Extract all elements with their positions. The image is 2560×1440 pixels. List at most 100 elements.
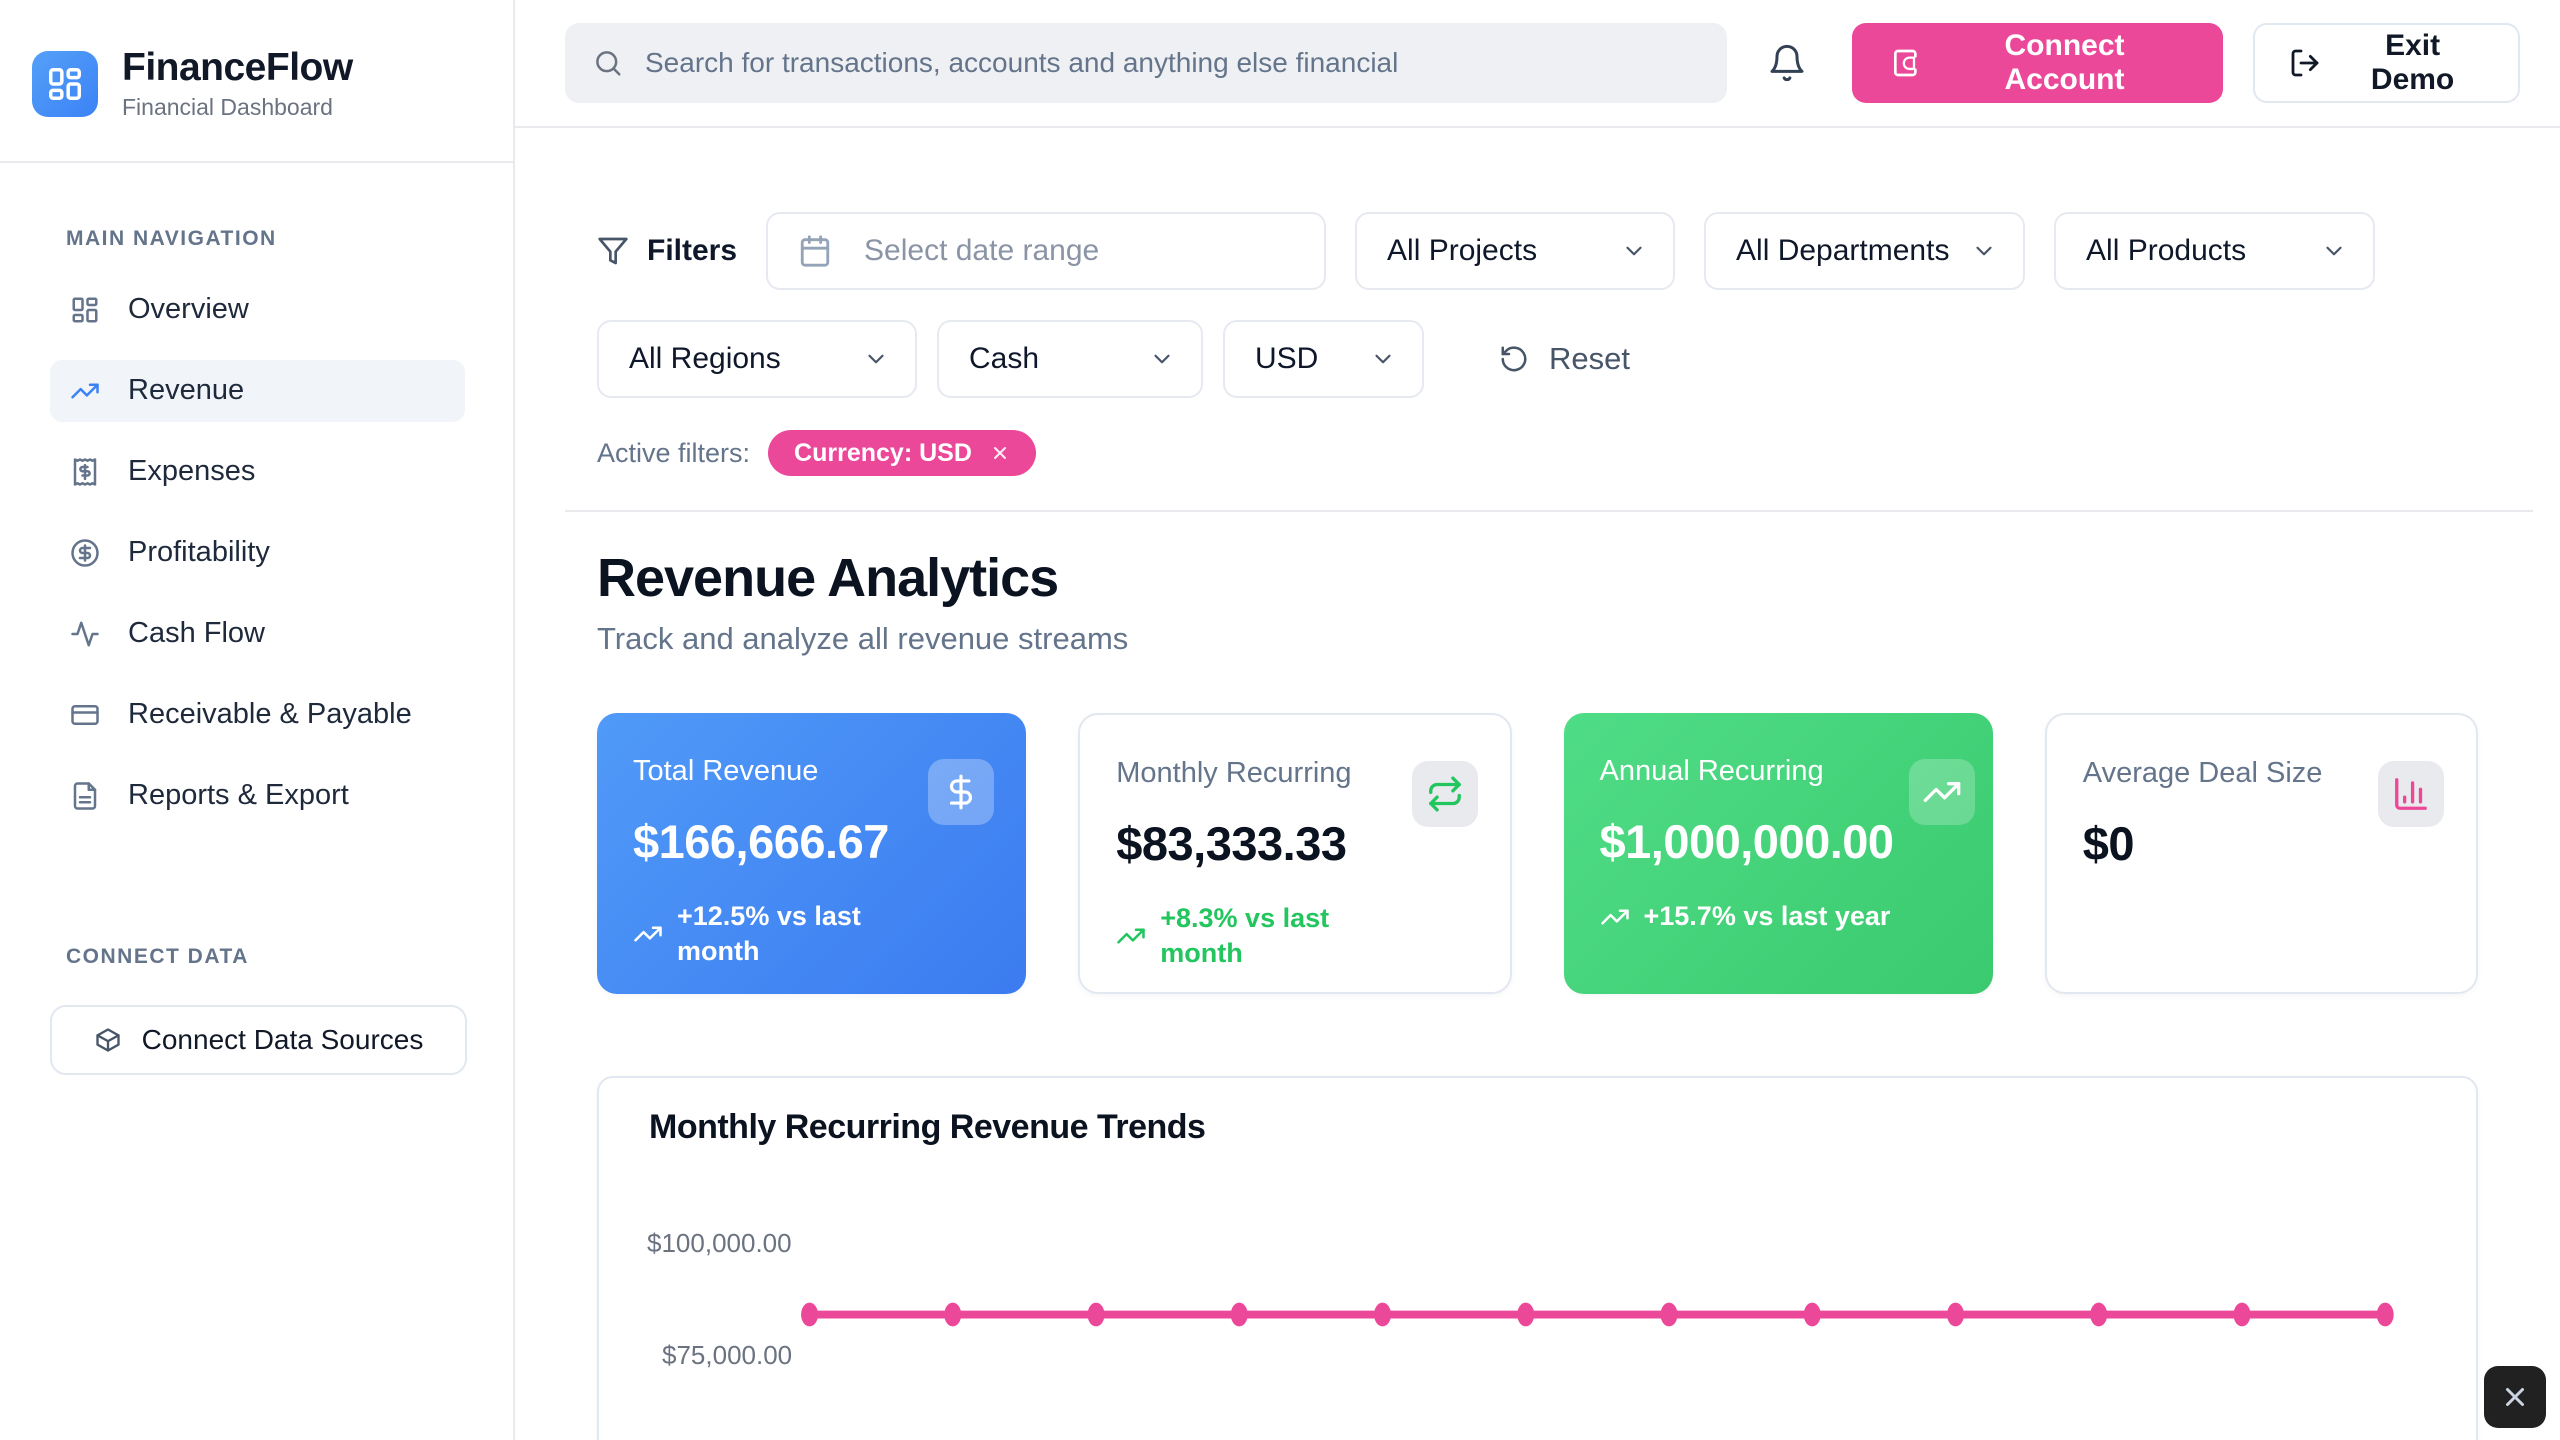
connect-data-sources-button[interactable]: Connect Data Sources (50, 1004, 467, 1075)
card-value: $83,333.33 (1116, 817, 1347, 870)
chevron-down-icon (2321, 238, 2347, 264)
products-dropdown[interactable]: All Products (2054, 212, 2376, 290)
card-label: Monthly Recurring (1116, 757, 1352, 789)
chevron-down-icon (863, 346, 889, 372)
sidebar-item-overview[interactable]: Overview (50, 279, 465, 341)
card-delta: +15.7% vs last year (1600, 899, 1957, 934)
trending-up-icon (1116, 921, 1146, 951)
currency-chip-label: Currency: USD (794, 438, 972, 467)
sidebar-item-reports-export[interactable]: Reports & Export (50, 765, 465, 827)
chevron-down-icon (1971, 238, 1997, 264)
departments-dropdown-value: All Departments (1736, 234, 1950, 267)
calendar-icon (798, 234, 832, 268)
search-input[interactable] (565, 23, 1727, 103)
departments-dropdown[interactable]: All Departments (1704, 212, 2026, 290)
connect-data-sources-label: Connect Data Sources (141, 1023, 424, 1055)
search-icon (593, 48, 623, 78)
package-icon (94, 1026, 122, 1054)
filter-row-1: Filters All Projects All Departments (597, 212, 2533, 290)
topbar: Connect Account Exit Demo (515, 0, 2560, 128)
card-delta: +8.3% vs last month (1116, 901, 1473, 971)
layout-dashboard-icon (70, 295, 100, 325)
trending-up-icon (1600, 902, 1630, 932)
activity-icon (70, 619, 100, 649)
nav-section-title: MAIN NAVIGATION (66, 226, 277, 250)
close-icon (2506, 1388, 2524, 1406)
filters-title: Filters (647, 234, 738, 267)
revenue-analytics-section: Revenue Analytics Track and analyze all … (597, 547, 2478, 1440)
sidebar-item-receivable-payable[interactable]: Receivable & Payable (50, 684, 465, 746)
y-axis-tick: $100,000.00 (647, 1228, 792, 1258)
sidebar-item-revenue[interactable]: Revenue (50, 359, 465, 422)
sidebar-item-expenses[interactable]: Expenses (50, 441, 465, 503)
monthly-recurring-card: Monthly Recurring $83,333.33 +8.3% vs la… (1078, 713, 1512, 994)
credit-card-icon (70, 700, 100, 730)
brand: FinanceFlow Financial Dashboard (0, 0, 513, 163)
currency-dropdown-value: USD (1255, 342, 1319, 375)
page-title: Revenue Analytics (597, 548, 1059, 608)
sidebar-item-label: Revenue (128, 374, 245, 407)
close-icon[interactable] (990, 443, 1010, 463)
projects-dropdown[interactable]: All Projects (1355, 212, 1676, 290)
reset-label: Reset (1549, 341, 1630, 376)
sidebar-item-label: Receivable & Payable (128, 698, 412, 731)
sidebar-nav: Overview Revenue Expenses Profitability … (0, 279, 513, 827)
regions-dropdown[interactable]: All Regions (597, 320, 917, 398)
bar-chart-icon (2378, 761, 2444, 827)
dollar-sign-icon (928, 759, 995, 825)
trending-up-icon (1908, 759, 1975, 825)
mrr-trends-chart-card: Monthly Recurring Revenue Trends $100,00… (597, 1076, 2478, 1440)
overlay-close-button[interactable] (2484, 1366, 2546, 1428)
date-range-field (766, 212, 1327, 290)
connect-data-title: CONNECT DATA (66, 944, 249, 968)
sidebar-item-label: Reports & Export (128, 779, 349, 812)
card-value: $1,000,000.00 (1599, 815, 1895, 868)
total-revenue-card: Total Revenue $166,666.67 +12.5% vs last… (597, 713, 1027, 994)
connect-account-label: Connect Account (2004, 29, 2125, 96)
average-deal-size-card: Average Deal Size $0 (2044, 713, 2478, 994)
active-filters-row: Active filters: Currency: USD (597, 430, 2533, 476)
connect-account-button[interactable]: Connect Account (1851, 23, 2224, 103)
annual-recurring-card: Annual Recurring $1,000,000.00 +15.7% vs… (1563, 713, 1993, 994)
currency-dropdown[interactable]: USD (1223, 320, 1424, 398)
brand-logo-icon (32, 50, 98, 117)
filters-label: Filters (597, 234, 737, 268)
circle-dollar-icon (70, 538, 100, 568)
wallet-icon (1890, 47, 1922, 79)
reset-filters-button[interactable]: Reset (1499, 341, 1630, 377)
card-label: Total Revenue (633, 755, 819, 787)
chevron-down-icon (1621, 238, 1647, 264)
mrr-line-chart (801, 1302, 2394, 1327)
sidebar-item-label: Expenses (128, 455, 256, 488)
accounting-basis-value: Cash (969, 342, 1040, 375)
trending-up-icon (633, 919, 663, 949)
chevron-down-icon (1149, 346, 1175, 372)
card-delta: +12.5% vs last month (633, 899, 990, 969)
bell-icon (1770, 44, 1804, 82)
card-value: $166,666.67 (633, 815, 889, 868)
main-content: Filters All Projects All Departments (515, 128, 2560, 1440)
exit-demo-button[interactable]: Exit Demo (2253, 23, 2520, 103)
chevron-down-icon (1370, 346, 1396, 372)
sidebar-item-label: Overview (128, 293, 249, 326)
right-column: Connect Account Exit Demo Filters (515, 0, 2560, 1440)
products-dropdown-value: All Products (2086, 234, 2247, 267)
sidebar-item-cash-flow[interactable]: Cash Flow (50, 603, 465, 665)
accounting-basis-dropdown[interactable]: Cash (937, 320, 1203, 398)
brand-tagline: Financial Dashboard (122, 93, 333, 120)
brand-name: FinanceFlow (122, 46, 353, 89)
sidebar-item-label: Cash Flow (128, 617, 265, 650)
regions-dropdown-value: All Regions (629, 342, 781, 375)
notifications-bell-button[interactable] (1767, 43, 1807, 83)
currency-filter-chip[interactable]: Currency: USD (768, 430, 1036, 476)
active-filters-label: Active filters: (597, 437, 751, 468)
card-label: Average Deal Size (2082, 757, 2323, 789)
metric-cards: Total Revenue $166,666.67 +12.5% vs last… (597, 713, 2478, 994)
date-range-input[interactable] (766, 212, 1327, 290)
brand-text: FinanceFlow Financial Dashboard (122, 46, 353, 121)
card-label: Annual Recurring (1599, 755, 1824, 787)
filter-bar: Filters All Projects All Departments (565, 128, 2533, 512)
sidebar-item-profitability[interactable]: Profitability (50, 522, 465, 584)
trending-up-icon (70, 376, 100, 406)
card-value: $0 (2082, 817, 2135, 870)
